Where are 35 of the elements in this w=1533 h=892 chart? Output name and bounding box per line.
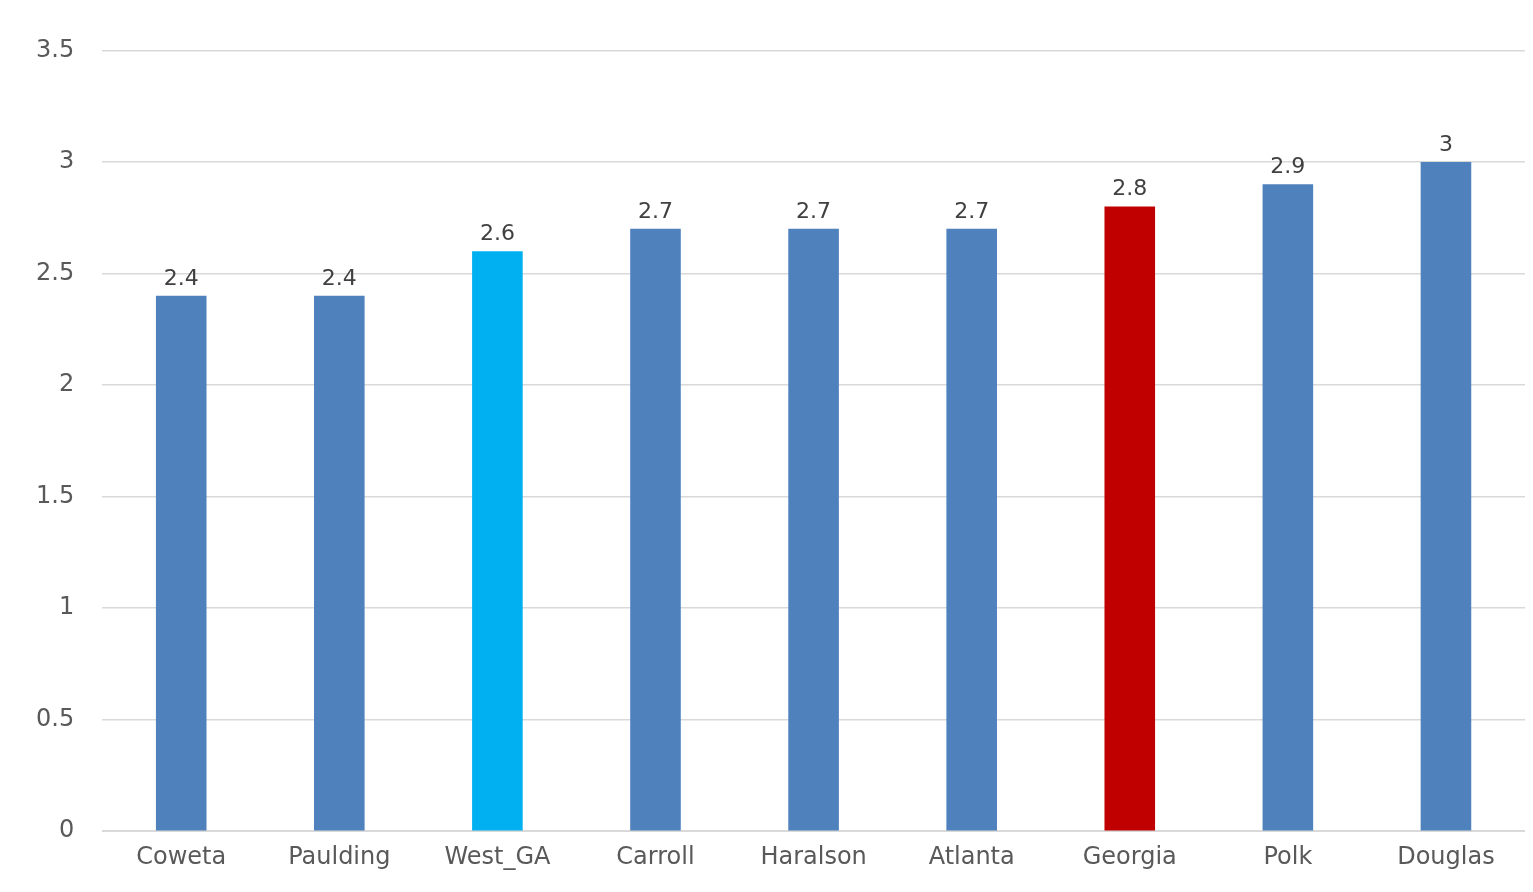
y-tick-label: 2 [58,369,75,398]
y-tick-label: 3.5 [36,34,75,63]
x-tick-label: Coweta [136,841,227,870]
data-label: 2.7 [637,197,673,223]
bar [1420,161,1472,831]
x-tick-label: Georgia [1082,841,1177,870]
data-label: 2.7 [796,197,832,223]
data-label: 2.6 [479,219,515,245]
y-tick-label: 0 [58,815,75,844]
x-tick-label: West_GA [444,841,551,870]
bar [946,228,997,831]
data-label: 3 [1438,130,1453,156]
bar [630,228,681,831]
bar [788,228,839,831]
x-tick-label: Haralson [760,841,867,870]
x-tick-label: Carroll [616,841,695,870]
y-tick-label: 1 [58,592,75,621]
data-label: 2.4 [321,264,357,290]
y-tick-label: 3 [58,146,75,175]
data-label: 2.8 [1112,175,1148,201]
x-tick-label: Paulding [288,841,391,870]
bar [1104,206,1156,831]
x-tick-label: Polk [1263,841,1313,870]
bar [1262,184,1314,831]
y-tick-label: 0.5 [36,703,75,732]
data-label: 2.4 [163,264,199,290]
bar [155,295,207,831]
data-label: 2.9 [1270,152,1306,178]
y-tick-label: 1.5 [36,480,75,509]
data-label: 2.7 [954,197,990,223]
x-tick-label: Atlanta [928,841,1015,870]
x-tick-label: Douglas [1397,841,1495,870]
bar [472,251,523,831]
bar [314,295,365,831]
y-tick-label: 2.5 [36,257,75,286]
